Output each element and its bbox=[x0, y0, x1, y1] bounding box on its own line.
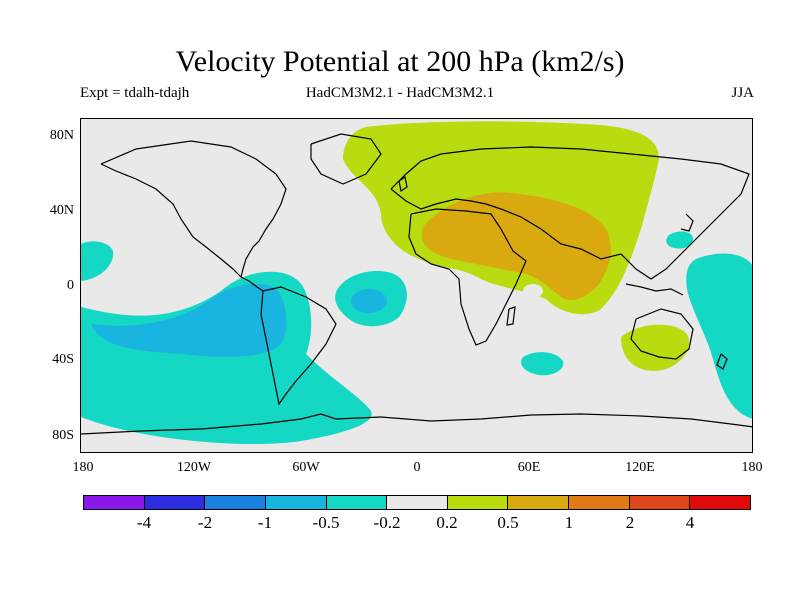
negative-contour-region bbox=[81, 231, 752, 444]
colorbar-box-1 bbox=[84, 496, 145, 509]
colorbar-box-6 bbox=[387, 496, 448, 509]
colorbar-label: -4 bbox=[136, 513, 152, 532]
lon-label-120w: 120W bbox=[176, 460, 212, 475]
colorbar-box-5 bbox=[326, 496, 388, 509]
lon-label-60w: 60W bbox=[292, 460, 320, 475]
coastlines bbox=[81, 133, 752, 435]
experiment-label: Expt = tdalh-tdajh bbox=[80, 85, 190, 101]
negative-anomaly-north-atlantic-small bbox=[81, 241, 114, 281]
map-canvas bbox=[81, 121, 752, 444]
colorbar-label: -0.5 bbox=[312, 513, 340, 532]
colorbar-box-9 bbox=[569, 496, 630, 509]
weak-core-africa bbox=[523, 284, 543, 298]
model-comparison-label: HadCM3M2.1 - HadCM3M2.1 bbox=[305, 85, 495, 101]
colorbar-label: 0.2 bbox=[436, 513, 458, 532]
coast-central-america bbox=[240, 276, 264, 292]
lon-label-180w: 180 bbox=[72, 460, 94, 475]
colorbar-label: 4 bbox=[685, 513, 695, 532]
lat-label-80s: 80S bbox=[52, 428, 74, 443]
colorbar-box-8 bbox=[508, 496, 570, 509]
lat-label-80n: 80N bbox=[49, 128, 74, 143]
coast-europe-asia bbox=[390, 146, 750, 280]
lon-label-60e: 60E bbox=[517, 460, 541, 475]
colorbar-box-2 bbox=[144, 496, 206, 509]
colorbar-label: -0.2 bbox=[373, 513, 401, 532]
negative-anomaly-pacific bbox=[81, 271, 372, 444]
colorbar bbox=[83, 495, 751, 510]
negative-anomaly-western-pacific bbox=[686, 253, 752, 419]
colorbar-label: 0.5 bbox=[497, 513, 519, 532]
coast-new-zealand bbox=[716, 353, 728, 370]
colorbar-box-3 bbox=[205, 496, 266, 509]
coast-africa bbox=[408, 208, 527, 346]
lon-label-180e: 180 bbox=[741, 460, 763, 475]
colorbar-box-4 bbox=[265, 496, 327, 509]
negative-anomaly-northwest-pacific-small bbox=[666, 231, 693, 249]
lon-label-120e: 120E bbox=[625, 460, 655, 475]
coast-indonesia bbox=[625, 283, 684, 296]
positive-anomaly-05-1 bbox=[421, 192, 611, 301]
coast-uk bbox=[398, 176, 408, 192]
lat-label-40n: 40N bbox=[49, 203, 74, 218]
map-panel bbox=[80, 118, 753, 453]
positive-contour-region bbox=[343, 121, 690, 371]
colorbar-box-10 bbox=[629, 496, 691, 509]
colorbar-box-7 bbox=[447, 496, 509, 509]
negative-anomaly-pacific-core bbox=[91, 283, 287, 357]
colorbar-box-11 bbox=[690, 496, 751, 509]
coast-south-america bbox=[260, 286, 337, 406]
positive-anomaly-australia bbox=[621, 324, 690, 371]
colorbar-label: -2 bbox=[197, 513, 213, 532]
coast-greenland bbox=[310, 133, 382, 185]
colorbar-label: 1 bbox=[564, 513, 574, 532]
colorbar-label: -1 bbox=[257, 513, 273, 532]
map-title: Velocity Potential at 200 hPa (km2/s) bbox=[175, 45, 625, 78]
coast-north-america bbox=[100, 140, 287, 279]
lat-label-equator: 0 bbox=[67, 278, 74, 293]
season-label: JJA bbox=[731, 85, 754, 101]
negative-anomaly-atlantic-core bbox=[351, 289, 387, 313]
colorbar-label: 2 bbox=[625, 513, 635, 532]
coast-australia bbox=[630, 308, 694, 360]
negative-anomaly-indian-ocean bbox=[521, 352, 564, 376]
coast-madagascar bbox=[506, 306, 516, 326]
lon-label-0: 0 bbox=[413, 460, 421, 475]
coast-japan bbox=[680, 213, 694, 232]
coast-antarctica bbox=[81, 413, 752, 435]
lat-label-40s: 40S bbox=[52, 352, 74, 367]
